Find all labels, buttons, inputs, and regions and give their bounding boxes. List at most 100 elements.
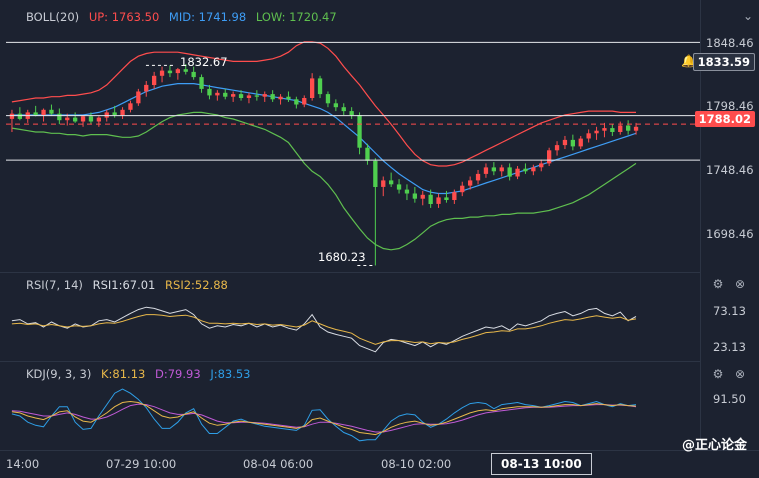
- kdj-title: KDJ(9, 3, 3): [26, 367, 92, 381]
- boll-up-value: UP: 1763.50: [88, 10, 160, 24]
- collapse-icon[interactable]: ⌄: [742, 9, 754, 23]
- candle-body: [112, 112, 117, 115]
- candle-body: [144, 84, 149, 92]
- kdj-k-line: [11, 400, 637, 436]
- candle-body: [294, 99, 299, 105]
- rsi1-value: RSI1:67.01: [92, 278, 156, 292]
- candle-body: [191, 71, 196, 78]
- candle-body: [483, 167, 489, 174]
- kdj-d-value: D:79.93: [155, 367, 201, 381]
- candlesticks: [9, 64, 639, 266]
- candle-body: [254, 95, 259, 97]
- boll-bands: [11, 41, 637, 251]
- time-tick-1: 14:00: [6, 457, 40, 471]
- candle-body: [175, 69, 180, 74]
- kdj-close-icon[interactable]: ⊗: [734, 367, 746, 381]
- bell-icon[interactable]: 🔔: [681, 54, 696, 68]
- candle-body: [586, 133, 591, 139]
- candle-body: [223, 92, 228, 97]
- candle-body: [199, 77, 204, 89]
- candle-body: [396, 184, 402, 190]
- candle-body: [428, 194, 433, 204]
- time-tick-3: 08-04 06:00: [243, 457, 314, 471]
- crosshair-time-box: 08-13 10:00: [491, 453, 592, 475]
- candle-body: [41, 109, 46, 115]
- candle-body: [468, 180, 473, 186]
- candle-body: [96, 117, 101, 122]
- candle-body: [183, 69, 188, 72]
- rsi-settings-icon[interactable]: ⚙: [712, 277, 724, 291]
- price-tick-4: 1698.46: [706, 227, 754, 241]
- candle-body: [159, 70, 165, 76]
- candle-body: [310, 78, 315, 98]
- candle-body: [278, 96, 283, 100]
- candle-body: [33, 112, 38, 115]
- candle-body: [452, 192, 457, 200]
- boll-low-value: LOW: 1720.47: [255, 10, 337, 24]
- candle-body: [554, 145, 560, 151]
- candle-body: [270, 94, 275, 100]
- panel-sep-rsi: [0, 272, 700, 273]
- candle-body: [633, 126, 639, 131]
- candle-body: [357, 115, 362, 148]
- rsi2-value: RSI2:52.88: [165, 278, 228, 292]
- candle-body: [531, 167, 536, 172]
- candle-body: [444, 197, 449, 200]
- candle-body: [618, 125, 623, 132]
- candle-body: [420, 194, 425, 199]
- horizontal-lines: [6, 41, 700, 161]
- kdj-tick-1: 91.50: [713, 392, 746, 406]
- candle-body: [49, 109, 54, 114]
- candle-body: [389, 180, 394, 185]
- boll-mid-value: MID: 1741.98: [168, 10, 247, 24]
- candle-body: [460, 185, 465, 193]
- price-markers: [145, 64, 376, 266]
- candle-body: [333, 103, 338, 108]
- candle-body: [88, 116, 94, 122]
- candle-body: [246, 95, 252, 98]
- candle-body: [286, 96, 291, 100]
- candle-body: [578, 138, 583, 147]
- candle-body: [231, 94, 236, 97]
- time-tick-2: 07-29 10:00: [106, 457, 177, 471]
- last-price-box: 1833.59: [692, 53, 755, 71]
- rsi2-line: [11, 314, 637, 345]
- candle-body: [302, 98, 307, 105]
- candle-body: [207, 88, 212, 96]
- crosshair-price-box: 1788.02: [694, 111, 755, 127]
- candle-body: [562, 139, 568, 146]
- candle-body: [17, 113, 22, 119]
- rsi1-line: [11, 306, 637, 353]
- panel-backgrounds: [0, 0, 759, 451]
- candle-body: [373, 160, 378, 187]
- candle-body: [120, 109, 125, 115]
- low-label: 1680.23: [318, 250, 366, 264]
- candle-body: [610, 128, 615, 132]
- boll-low-line: [11, 111, 637, 251]
- candle-body: [412, 193, 417, 199]
- price-tick-2: 1798.46: [706, 99, 754, 113]
- high-label: 1832.67: [180, 55, 228, 69]
- price-tick-3: 1748.46: [706, 163, 754, 177]
- kdj-j-value: J:83.53: [210, 367, 251, 381]
- rsi-close-icon[interactable]: ⊗: [734, 277, 746, 291]
- candle-body: [317, 78, 323, 95]
- kdj-k-value: K:81.13: [101, 367, 146, 381]
- rsi-lines: [11, 306, 637, 353]
- candle-body: [602, 128, 607, 131]
- candle-body: [152, 75, 157, 85]
- candle-body: [65, 117, 70, 121]
- boll-legend: BOLL(20) UP: 1763.50 MID: 1741.98 LOW: 1…: [26, 10, 337, 24]
- kdj-d-line: [11, 403, 637, 433]
- candle-body: [381, 180, 386, 187]
- candle-body: [128, 103, 133, 110]
- candle-body: [349, 111, 354, 115]
- candle-body: [570, 139, 575, 147]
- kdj-settings-icon[interactable]: ⚙: [712, 367, 724, 381]
- candle-body: [626, 125, 631, 131]
- candle-body: [499, 167, 504, 172]
- candle-body: [539, 163, 544, 168]
- rsi-tick-2: 23.13: [713, 340, 746, 354]
